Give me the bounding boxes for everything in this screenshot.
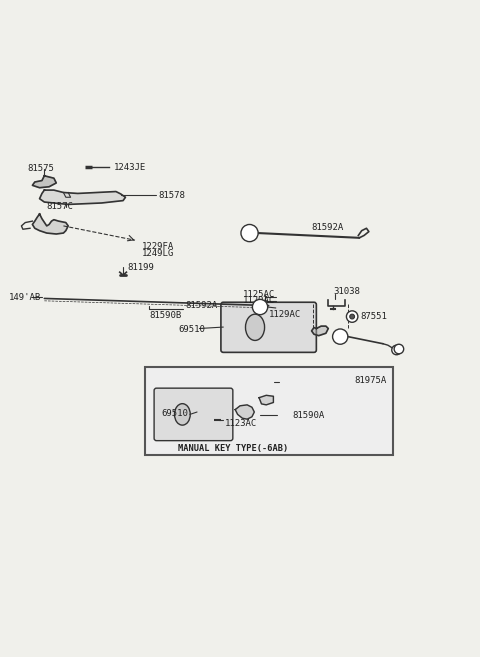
Polygon shape (33, 176, 56, 188)
Ellipse shape (245, 314, 264, 340)
Text: 81578: 81578 (159, 191, 186, 200)
Text: 1129AC: 1129AC (269, 309, 301, 319)
Circle shape (350, 314, 355, 319)
Text: 81590B: 81590B (149, 311, 181, 320)
FancyBboxPatch shape (154, 388, 233, 441)
Circle shape (392, 345, 401, 355)
Circle shape (241, 225, 258, 242)
Text: 1243JE: 1243JE (114, 163, 146, 171)
Text: 31038: 31038 (333, 286, 360, 296)
Text: 1229FA: 1229FA (142, 242, 174, 251)
Polygon shape (259, 396, 274, 405)
Text: 149'AB: 149'AB (9, 293, 41, 302)
Text: MANUAL KEY TYPE(-6AB): MANUAL KEY TYPE(-6AB) (178, 444, 288, 453)
Polygon shape (235, 405, 254, 419)
Bar (144, 367, 393, 455)
Circle shape (252, 300, 268, 315)
Text: 81590A: 81590A (292, 411, 325, 420)
Circle shape (394, 344, 404, 353)
Text: 69510: 69510 (178, 325, 205, 334)
Text: A: A (395, 348, 398, 352)
Text: 81592A: 81592A (312, 223, 344, 232)
Polygon shape (33, 214, 68, 234)
Text: 69510: 69510 (161, 409, 188, 418)
Text: 81592A: 81592A (185, 301, 217, 310)
Text: A: A (397, 346, 401, 351)
FancyBboxPatch shape (221, 302, 316, 352)
Text: 1125AC: 1125AC (242, 290, 275, 299)
Circle shape (333, 329, 348, 344)
Text: 81575: 81575 (28, 164, 55, 173)
Text: 81199: 81199 (128, 263, 155, 272)
Polygon shape (39, 190, 125, 204)
Text: 87551: 87551 (360, 312, 387, 321)
Text: B: B (338, 334, 342, 340)
Circle shape (347, 311, 358, 323)
Polygon shape (312, 326, 328, 336)
Text: B: B (246, 229, 251, 238)
Ellipse shape (175, 403, 190, 425)
Text: 1123AC: 1123AC (225, 419, 257, 428)
Text: 1129AC: 1129AC (242, 296, 275, 306)
Text: 81975A: 81975A (355, 376, 387, 386)
Text: A: A (258, 304, 262, 310)
Text: 1249LG: 1249LG (142, 248, 174, 258)
Text: 8157C: 8157C (47, 202, 73, 212)
